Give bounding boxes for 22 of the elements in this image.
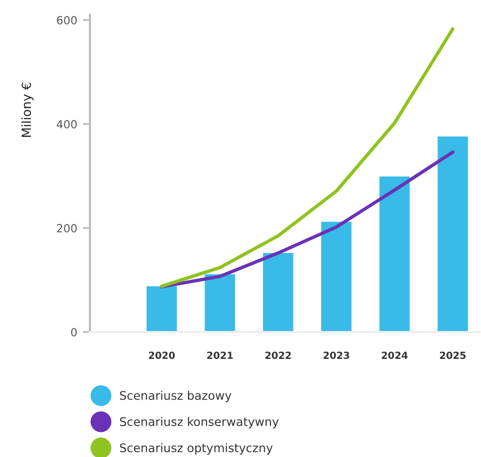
y-tick-label: 400 bbox=[56, 120, 77, 128]
legend-label: Scenariusz optymistyczny bbox=[120, 443, 273, 455]
bar bbox=[438, 136, 468, 332]
x-tick-label: 2023 bbox=[324, 352, 350, 359]
bar bbox=[379, 176, 410, 332]
bar bbox=[321, 222, 352, 332]
x-tick-label: 2025 bbox=[440, 352, 466, 359]
y-tick-label: 600 bbox=[57, 16, 77, 24]
legend-label: Scenariusz konserwatywny bbox=[120, 416, 279, 428]
y-axis-title: Miliony € bbox=[21, 82, 34, 137]
y-tick-label: 0 bbox=[71, 328, 77, 336]
line-series bbox=[160, 27, 454, 288]
line-series bbox=[160, 150, 454, 288]
bar bbox=[263, 252, 294, 332]
bar bbox=[146, 286, 177, 332]
legend-label: Scenariusz bazowy bbox=[120, 390, 232, 402]
bar bbox=[204, 274, 236, 332]
x-tick-label: 2021 bbox=[207, 352, 233, 359]
x-tick-label: 2024 bbox=[382, 352, 408, 359]
x-tick-label: 2020 bbox=[148, 352, 175, 359]
x-tick-label: 2022 bbox=[265, 352, 291, 359]
y-tick-label: 200 bbox=[57, 224, 77, 232]
